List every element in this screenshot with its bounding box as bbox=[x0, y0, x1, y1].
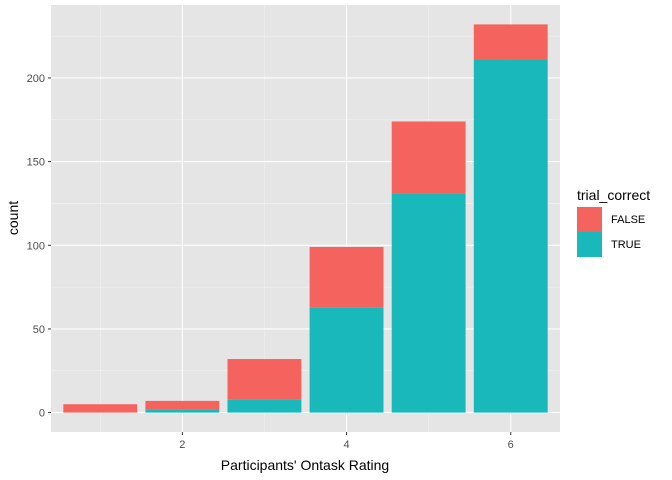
legend-label-false: FALSE bbox=[611, 214, 645, 226]
bar-false bbox=[227, 359, 302, 400]
bars bbox=[63, 24, 548, 413]
bar-true bbox=[473, 59, 548, 413]
bar-false bbox=[391, 121, 466, 194]
bar-true bbox=[145, 409, 220, 413]
x-tick-label: 4 bbox=[343, 439, 349, 451]
legend-label-true: TRUE bbox=[611, 239, 641, 251]
x-tick-label: 6 bbox=[508, 439, 514, 451]
bar-false bbox=[63, 404, 138, 413]
legend-title: trial_correct bbox=[577, 187, 650, 203]
y-tick-label: 0 bbox=[39, 408, 45, 420]
y-tick-label: 200 bbox=[27, 73, 45, 85]
legend-key-true bbox=[577, 232, 602, 257]
x-tick-label: 2 bbox=[179, 439, 185, 451]
bar-true bbox=[391, 193, 466, 413]
x-axis-ticks: 2 4 6 bbox=[179, 432, 514, 451]
legend: trial_correct FALSE TRUE bbox=[577, 187, 650, 257]
bar-true bbox=[227, 399, 302, 413]
x-axis-title: Participants' Ontask Rating bbox=[221, 457, 389, 473]
bar-true bbox=[309, 307, 384, 413]
y-axis-ticks: 0 50 100 150 200 bbox=[27, 73, 51, 420]
bar-false bbox=[145, 400, 220, 410]
y-axis-title: count bbox=[5, 201, 21, 235]
y-tick-label: 150 bbox=[27, 157, 45, 169]
y-tick-label: 100 bbox=[27, 240, 45, 252]
legend-key-false bbox=[577, 207, 602, 232]
bar-false bbox=[309, 246, 384, 308]
bar-false bbox=[473, 24, 548, 60]
y-tick-label: 50 bbox=[33, 324, 45, 336]
